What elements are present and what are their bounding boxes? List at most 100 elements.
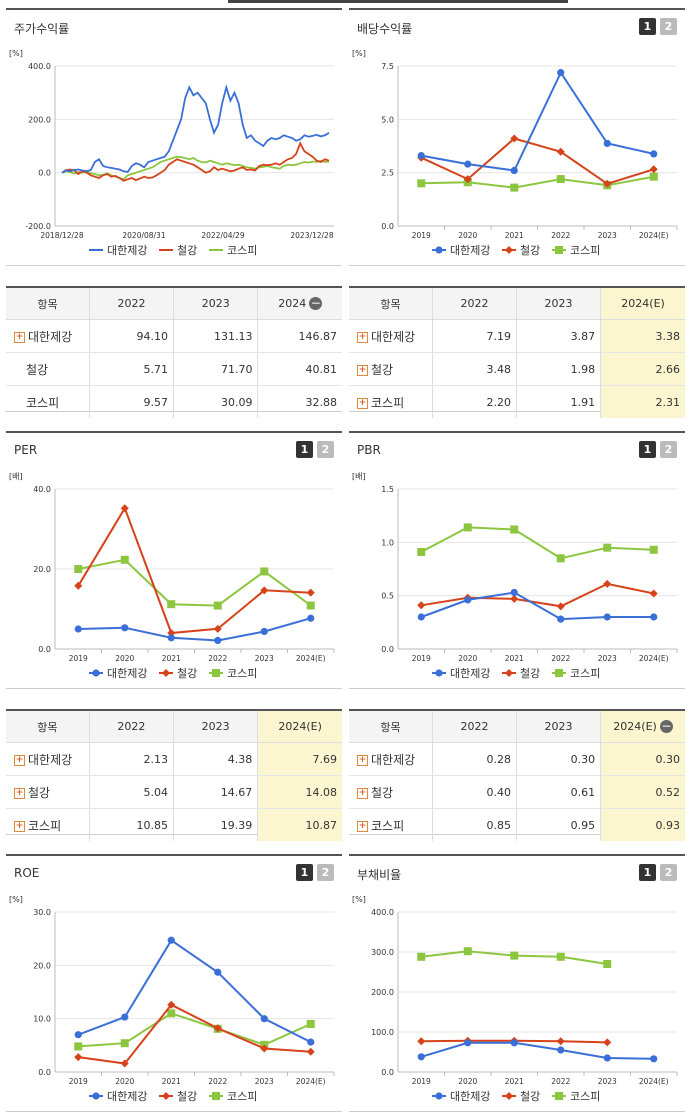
header-label: 2022: [460, 720, 489, 733]
roe-panel: ROE 1 2 [%] 30.0 20.0 10.0 0.0 2019 2020 2021 20…: [6, 854, 342, 1112]
data-point: [649, 172, 658, 181]
data-point: [167, 1009, 176, 1018]
chart-view-2-button[interactable]: 2: [317, 441, 334, 458]
table-row: + 코스피 0.85 0.95 0.93: [349, 808, 685, 841]
table-cell: 32.88: [257, 385, 342, 418]
header-label: 2023: [201, 297, 230, 310]
expand-plus-icon[interactable]: +: [357, 787, 368, 799]
data-point: [417, 613, 425, 621]
expand-plus-icon[interactable]: +: [14, 331, 25, 343]
chart-view-1-button[interactable]: 1: [296, 864, 313, 881]
data-point: [463, 947, 472, 956]
x-tick-label: 2023/12/28: [290, 231, 333, 240]
row-label: + 코스피: [349, 386, 432, 419]
legend-label: 철강: [520, 244, 540, 257]
series-line: [420, 591, 654, 621]
debt-ratio-panel: 부채비율 1 2 [%] 400.0 300.0 200.0 100.0 0.0 2019 2…: [349, 854, 685, 1112]
y-tick-label: 5.0: [381, 115, 394, 124]
expand-plus-icon[interactable]: +: [357, 754, 368, 766]
expand-plus-icon[interactable]: +: [14, 754, 25, 766]
series-line: [78, 1003, 311, 1065]
x-tick-label: 2023: [598, 1077, 617, 1086]
x-tick-label: 2022: [551, 654, 570, 663]
x-tick-label: 2023: [598, 654, 617, 663]
chart-view-2-button[interactable]: 2: [660, 18, 677, 35]
data-point: [260, 1044, 269, 1053]
collapse-minus-icon[interactable]: −: [309, 296, 323, 311]
x-tick-label: 2020/08/31: [122, 231, 165, 240]
x-tick-label: 2022: [208, 1077, 227, 1086]
table-cell: 2.13: [88, 742, 174, 776]
table-cell: 19.39: [172, 808, 258, 841]
legend-label: 코스피: [227, 244, 257, 257]
chart-view-2-button[interactable]: 2: [660, 441, 677, 458]
row-label-text: 코스피: [26, 395, 60, 410]
legend-label: 철강: [177, 1090, 197, 1103]
x-tick-label: 2019: [412, 231, 431, 240]
x-tick-label: 2019: [412, 1077, 431, 1086]
expand-plus-icon[interactable]: +: [14, 787, 25, 799]
per-panel: PER 1 2 [배] 40.0 20.0 0.0 2019 2020 2021 2022 20…: [6, 431, 342, 689]
column-header-item: 항목: [349, 288, 433, 320]
dividend-yield-table: 항목 2022 2023 2024(E) + 대한제강 7.19 3.87 3.38 + 철강 3.4…: [349, 286, 685, 418]
column-header-year: 2022: [431, 711, 517, 743]
table-row: + 철강 0.40 0.61 0.52: [349, 775, 685, 809]
expand-plus-icon[interactable]: +: [357, 397, 368, 409]
data-point: [306, 588, 315, 597]
table-cell: 5.04: [88, 775, 174, 809]
data-point: [510, 183, 519, 192]
chart-view-2-button[interactable]: 2: [317, 864, 334, 881]
expand-plus-icon[interactable]: +: [357, 364, 368, 376]
table-row: + 코스피 2.20 1.91 2.31: [349, 385, 685, 419]
table-row: + 대한제강 0.28 0.30 0.30: [349, 742, 685, 776]
data-point: [510, 525, 519, 534]
legend-marker: [435, 246, 443, 254]
chart-view-1-button[interactable]: 1: [296, 441, 313, 458]
data-point: [464, 1039, 472, 1047]
legend-label: 대한제강: [450, 1090, 490, 1103]
legend-label: 철강: [520, 1090, 540, 1103]
data-point: [121, 624, 129, 632]
chart-view-1-button[interactable]: 1: [639, 18, 656, 35]
series-line: [77, 938, 312, 1043]
column-header-year: 2024(E) −: [600, 711, 685, 743]
x-tick-label: 2019: [69, 654, 88, 663]
table-cell: 3.48: [431, 352, 517, 386]
data-point: [557, 69, 565, 77]
legend-label: 대한제강: [450, 667, 490, 680]
chart-view-1-button[interactable]: 1: [639, 864, 656, 881]
data-point: [556, 1037, 565, 1046]
column-header-year: 2024(E): [600, 288, 685, 320]
row-label-text: 철강: [28, 785, 51, 800]
x-tick-label: 2024(E): [296, 1077, 326, 1086]
data-point: [167, 600, 176, 609]
chart-view-2-button[interactable]: 2: [660, 864, 677, 881]
table-cell: 2.66: [600, 352, 685, 386]
x-tick-label: 2020: [115, 1077, 134, 1086]
expand-plus-icon[interactable]: +: [14, 820, 25, 832]
expand-plus-icon[interactable]: +: [357, 820, 368, 832]
panel-title: ROE: [14, 866, 40, 880]
header-label: 2024(E): [621, 297, 665, 310]
y-unit-label: [%]: [9, 895, 23, 904]
legend-marker: [505, 669, 513, 677]
expand-plus-icon[interactable]: +: [357, 331, 368, 343]
chart-view-1-button[interactable]: 1: [639, 441, 656, 458]
collapse-minus-icon[interactable]: −: [659, 719, 673, 734]
row-label-text: 대한제강: [371, 752, 416, 767]
data-point: [463, 523, 472, 532]
panel-title: 부채비율: [357, 868, 402, 882]
series-line: [61, 83, 330, 174]
legend-label: 철강: [520, 667, 540, 680]
data-point: [417, 547, 426, 556]
x-tick-label: 2020: [458, 1077, 477, 1086]
panel-title: 배당수익률: [357, 22, 413, 36]
row-label-text: 대한제강: [28, 752, 73, 767]
data-point: [463, 175, 472, 184]
data-point: [260, 627, 268, 636]
y-tick-label: 2.5: [381, 169, 394, 178]
legend-label: 대한제강: [107, 667, 147, 680]
legend-label: 철강: [177, 244, 197, 257]
column-header-item: 항목: [6, 288, 90, 320]
table-row: + 철강 5.04 14.67 14.08: [6, 775, 342, 809]
